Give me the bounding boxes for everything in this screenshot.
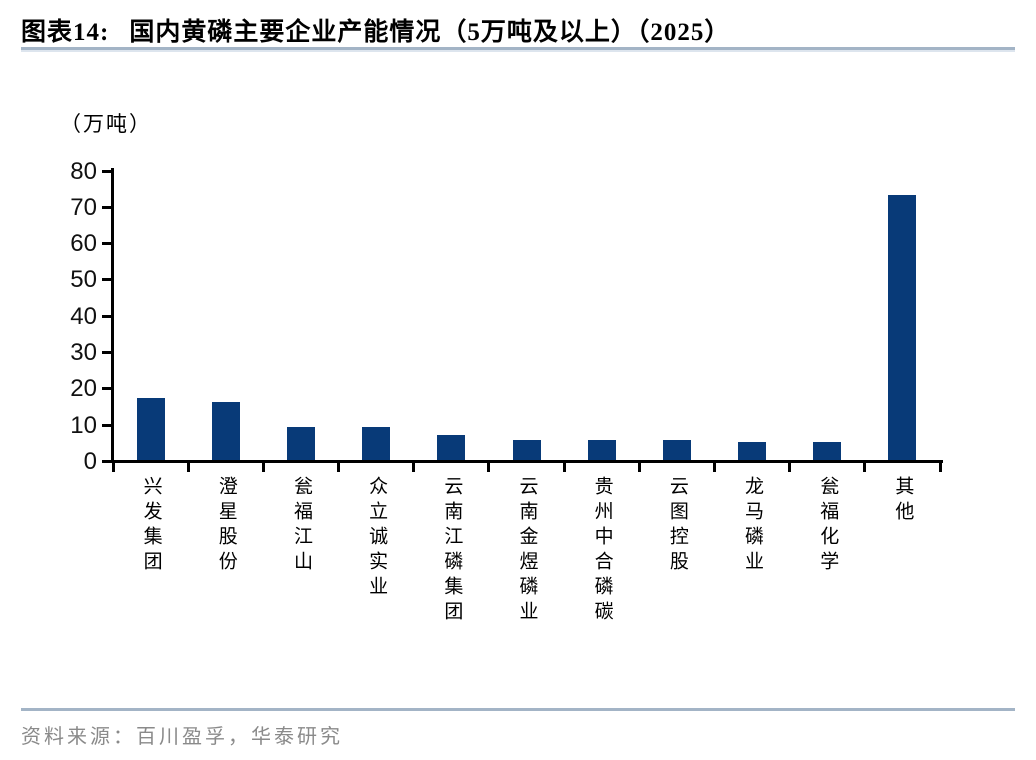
y-tick-label: 10 [70, 411, 97, 439]
x-axis-label: 龙马磷业 [742, 476, 764, 576]
bar-4 [362, 427, 391, 460]
y-tick-label: 0 [83, 448, 97, 475]
y-tick-label: 30 [70, 339, 97, 367]
y-tick [102, 278, 111, 282]
x-tick [788, 460, 792, 472]
x-axis-label: 瓮福江山 [290, 476, 312, 576]
bar-5 [437, 434, 466, 460]
x-tick [938, 460, 942, 472]
y-tick-label: 20 [70, 375, 97, 403]
bar-1 [136, 398, 165, 460]
y-tick [102, 205, 111, 209]
y-tick-label: 40 [70, 302, 97, 330]
y-axis [111, 168, 114, 463]
chart-title: 图表14: 国内黄磷主要企业产能情况（5万吨及以上）（2025） [21, 12, 1016, 48]
x-tick [863, 460, 867, 472]
y-tick-label: 50 [70, 266, 97, 294]
source-note: 资料来源：百川盈孚，华泰研究 [21, 726, 343, 748]
bar-11 [888, 194, 917, 460]
x-tick [337, 460, 341, 472]
y-tick [102, 314, 111, 318]
bar-3 [286, 427, 315, 460]
y-tick [102, 387, 111, 391]
bar-10 [813, 441, 842, 460]
x-tick [712, 460, 716, 472]
y-tick [102, 351, 111, 355]
x-tick [186, 460, 190, 472]
x-axis-label: 贵州中合磷碳 [591, 476, 613, 626]
y-tick [102, 242, 111, 246]
x-tick [487, 460, 491, 472]
y-tick-label: 80 [70, 157, 97, 185]
x-tick [412, 460, 416, 472]
y-tick [102, 460, 111, 463]
x-tick [111, 460, 115, 472]
chart-number-label: 图表14: [21, 19, 110, 46]
bar-9 [738, 441, 767, 460]
bar-8 [662, 440, 691, 460]
y-tick-label: 70 [70, 193, 97, 221]
footer-divider [21, 708, 1015, 711]
title-divider [21, 47, 1015, 50]
x-axis-label: 其他 [892, 476, 914, 526]
x-axis-label: 云南江磷集团 [441, 476, 463, 626]
x-axis-label: 云图控股 [666, 476, 688, 576]
x-tick [637, 460, 641, 472]
x-axis-label: 澄星股份 [215, 476, 237, 576]
chart-title-text: 国内黄磷主要企业产能情况（5万吨及以上）（2025） [129, 19, 731, 46]
x-tick [261, 460, 265, 472]
bar-6 [512, 440, 541, 460]
x-axis [111, 460, 943, 463]
x-axis-label: 瓮福化学 [817, 476, 839, 576]
x-axis-label: 兴发集团 [140, 476, 162, 576]
x-axis-label: 众立诚实业 [366, 476, 388, 601]
y-tick-label: 60 [70, 230, 97, 258]
y-axis-unit-label: （万吨） [60, 112, 152, 136]
x-axis-label: 云南金煜磷业 [516, 476, 538, 626]
bar-7 [587, 440, 616, 460]
y-tick [102, 423, 111, 427]
y-tick [102, 169, 111, 173]
bar-2 [211, 401, 240, 460]
x-tick [562, 460, 566, 472]
